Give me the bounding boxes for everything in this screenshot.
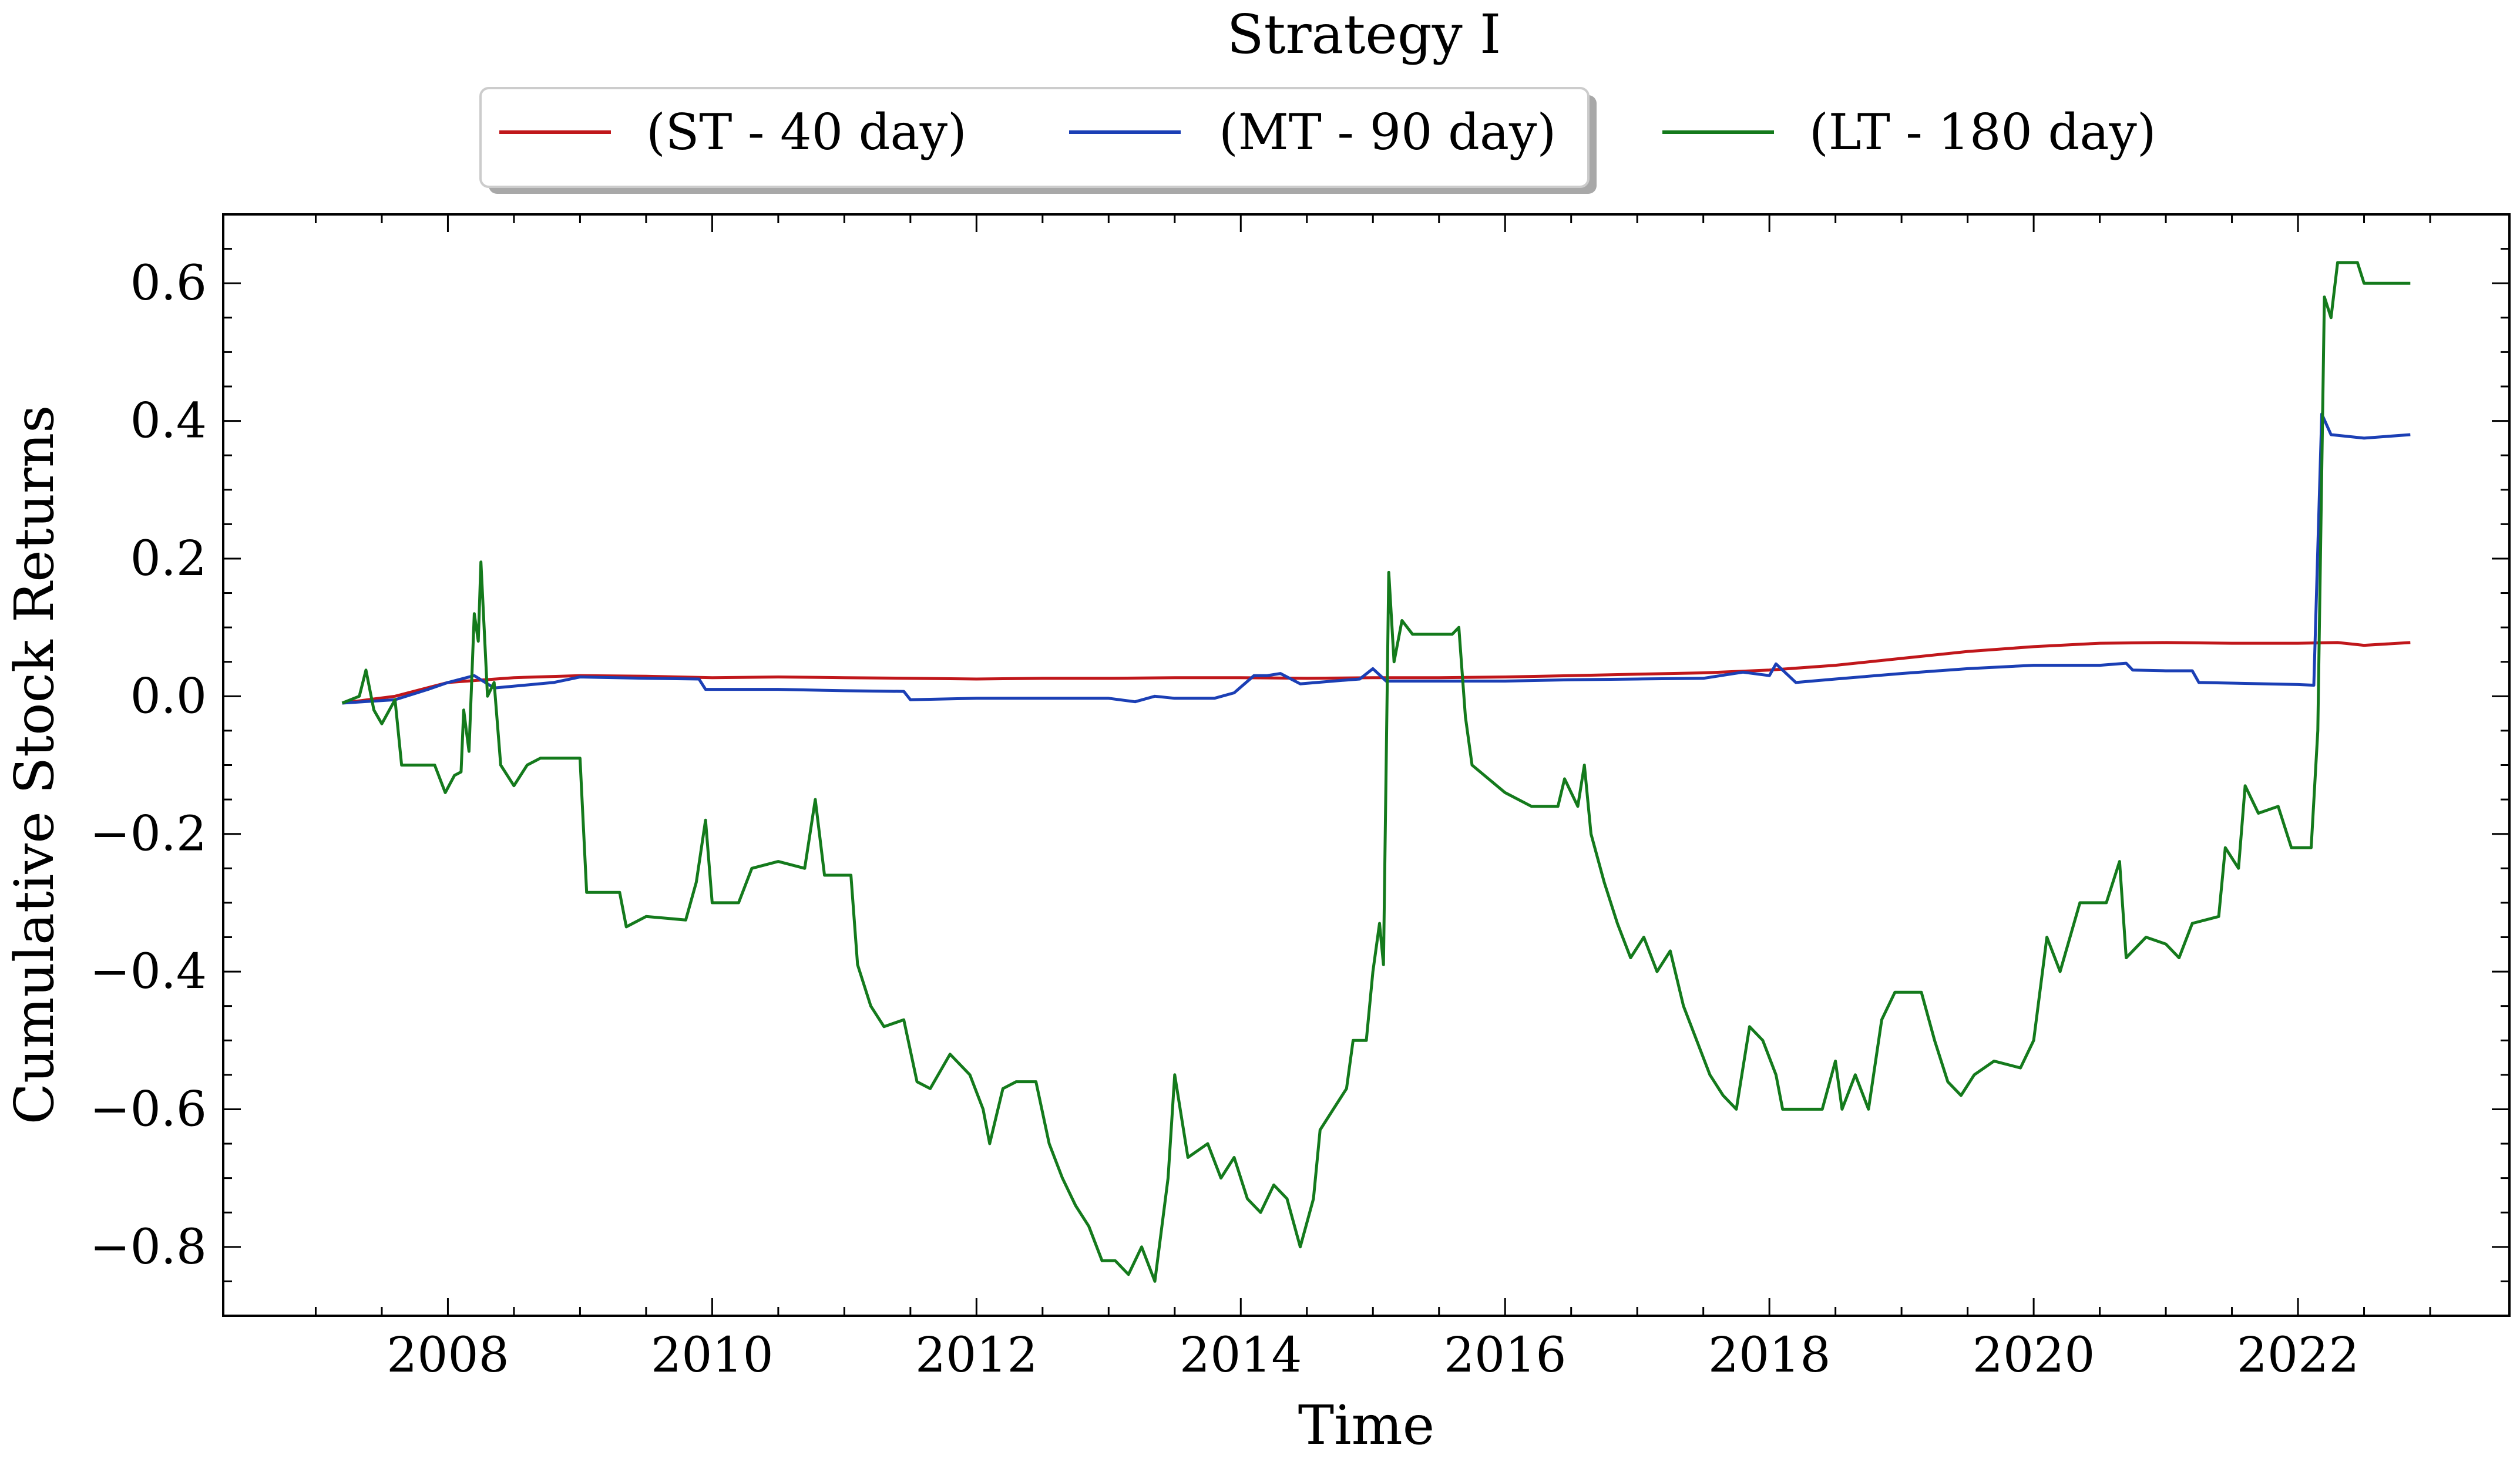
y-tick-label: −0.6 xyxy=(90,1081,207,1137)
x-tick-label: 2012 xyxy=(915,1328,1038,1383)
plot-lines xyxy=(341,261,2411,1283)
x-tick-label: 2014 xyxy=(1180,1328,1302,1383)
y-tick-label: 0.4 xyxy=(130,394,207,449)
x-tick-label: 2016 xyxy=(1444,1328,1567,1383)
y-axis-label: Cumulative Stock Returns xyxy=(3,405,66,1125)
x-tick-label: 2020 xyxy=(1973,1328,2095,1383)
x-axis-label: Time xyxy=(1298,1394,1434,1457)
y-tick-label: 0.2 xyxy=(130,531,207,587)
x-tick-label: 2018 xyxy=(1708,1328,1831,1383)
legend-label: (ST - 40 day) xyxy=(646,103,967,161)
y-tick-label: −0.4 xyxy=(90,944,207,1000)
y-axis-ticks: 0.6 0.4 0.2 0.0 −0.2 −0.4 −0.6 −0.8 xyxy=(90,213,2509,1317)
y-tick-label: 0.6 xyxy=(130,256,207,311)
series-line-1 xyxy=(342,641,2411,705)
series-line-2 xyxy=(342,412,2411,705)
x-tick-label: 2022 xyxy=(2237,1328,2360,1383)
legend-label: (LT - 180 day) xyxy=(1809,103,2156,161)
legend-box xyxy=(479,87,1590,188)
axes-frame xyxy=(222,213,2511,1317)
legend: (ST - 40 day) (MT - 90 day) (LT - 180 day) xyxy=(479,87,2156,194)
legend-label: (MT - 90 day) xyxy=(1219,103,1556,161)
x-tick-label: 2010 xyxy=(651,1328,774,1383)
y-tick-label: −0.8 xyxy=(90,1219,207,1275)
chart-title: Strategy I xyxy=(1227,3,1501,66)
y-tick-label: 0.0 xyxy=(130,668,207,724)
x-axis-ticks: 2008 2010 2012 2014 2016 2018 2020 2022 xyxy=(314,214,2431,1383)
series-line-3 xyxy=(341,261,2411,1283)
y-tick-label: −0.2 xyxy=(90,806,207,862)
x-tick-label: 2008 xyxy=(387,1328,509,1383)
